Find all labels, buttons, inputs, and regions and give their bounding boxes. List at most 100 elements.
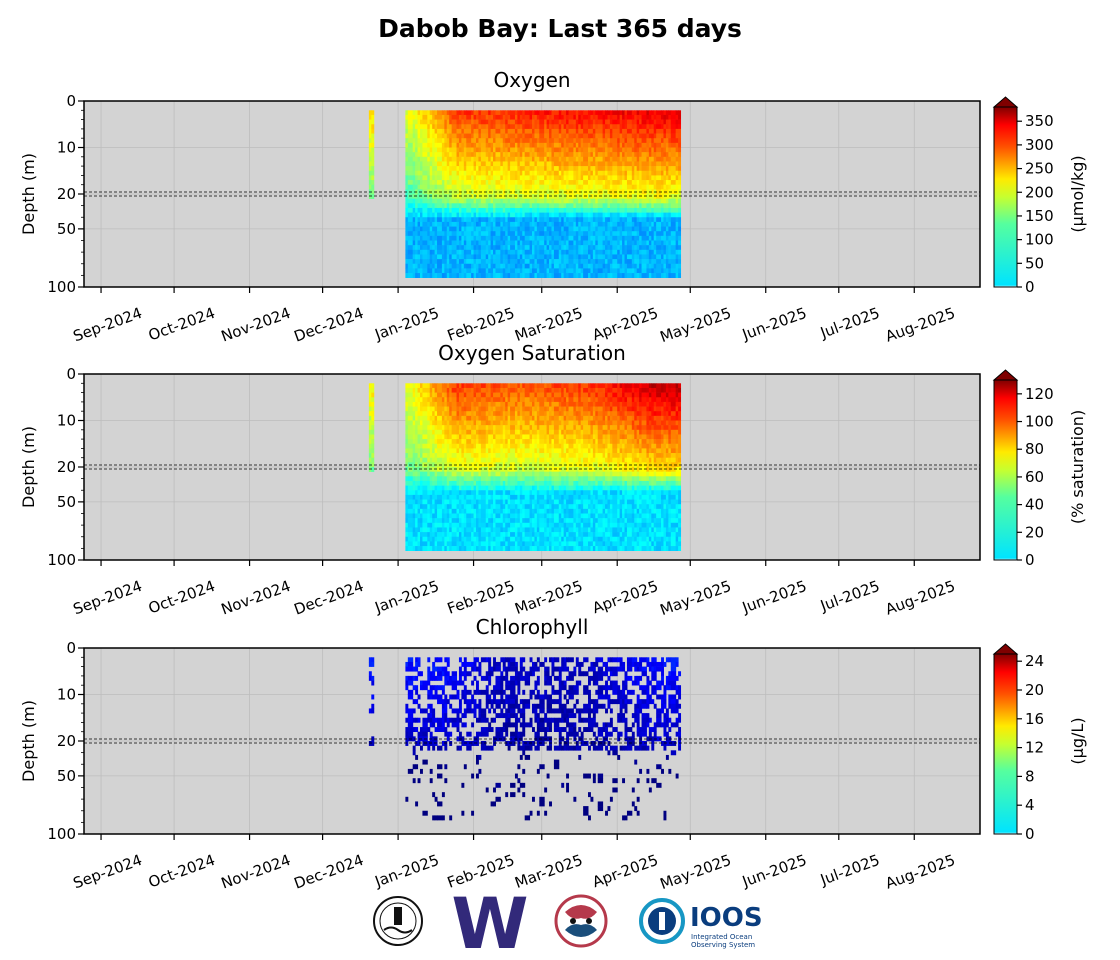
heatmap-cell: [485, 175, 489, 181]
heatmap-cell: [536, 263, 540, 269]
heatmap-cell: [500, 175, 504, 181]
heatmap-cell: [451, 480, 458, 486]
heatmap-cell: [471, 114, 475, 120]
heatmap-cell: [532, 138, 535, 144]
heatmap-cell: [490, 128, 494, 134]
heatmap-cell: [561, 152, 565, 158]
heatmap-cell: [575, 231, 579, 237]
heatmap-cell: [590, 245, 594, 251]
heatmap-cell: [517, 138, 521, 144]
heatmap-cell: [412, 425, 416, 431]
heatmap-cell: [478, 490, 482, 496]
heatmap-cell: [444, 490, 448, 496]
heatmap-cell: [473, 212, 477, 218]
heatmap-cell: [529, 142, 533, 148]
heatmap-cell: [607, 124, 611, 130]
heatmap-cell: [476, 268, 479, 274]
heatmap-cell: [473, 467, 477, 472]
heatmap-cell: [493, 147, 496, 153]
heatmap-cell: [446, 221, 450, 227]
heatmap-cell: [500, 217, 504, 223]
heatmap-cell: [441, 170, 445, 176]
heatmap-cell: [502, 124, 506, 130]
heatmap-cell: [427, 235, 431, 241]
heatmap-cell: [407, 231, 414, 237]
heatmap-cell: [622, 133, 626, 139]
heatmap-cell: [490, 448, 494, 454]
heatmap-cell: [609, 133, 613, 139]
heatmap-cell: [420, 175, 423, 181]
heatmap-cell: [456, 226, 460, 232]
heatmap-cell: [441, 249, 445, 255]
heatmap-cell: [665, 133, 669, 139]
heatmap-cell: [451, 420, 458, 426]
heatmap-cell: [444, 231, 448, 237]
heatmap-cell: [507, 383, 511, 389]
heatmap-cell: [444, 235, 448, 241]
heatmap-cell: [612, 203, 618, 209]
heatmap-cell: [636, 142, 640, 148]
heatmap-cell: [412, 194, 416, 199]
heatmap-cell: [675, 226, 679, 232]
heatmap-cell: [405, 397, 409, 403]
heatmap-cell: [514, 494, 518, 500]
heatmap-cell: [592, 198, 596, 204]
heatmap-cell: [539, 221, 545, 227]
heatmap-cell: [580, 207, 584, 213]
heatmap-cell: [522, 114, 526, 120]
heatmap-cell: [661, 254, 664, 260]
heatmap-cell: [619, 152, 623, 158]
heatmap-cell: [675, 124, 679, 130]
heatmap-cell: [478, 499, 482, 505]
heatmap-cell: [639, 166, 643, 172]
heatmap-cell: [544, 245, 548, 251]
heatmap-cell: [519, 453, 523, 458]
heatmap-cell: [592, 161, 596, 167]
heatmap-cell: [539, 110, 545, 116]
heatmap-cell: [461, 110, 465, 116]
heatmap-cell: [458, 518, 462, 524]
heatmap-cell: [488, 268, 492, 274]
heatmap-cell: [639, 226, 643, 232]
heatmap-cell: [578, 207, 582, 213]
heatmap-cell: [429, 429, 433, 435]
heatmap-cell: [493, 194, 496, 199]
heatmap-cell: [507, 142, 511, 148]
heatmap-cell: [505, 546, 509, 551]
heatmap-cell: [434, 254, 438, 260]
heatmap-cell: [463, 383, 467, 389]
heatmap-cell: [661, 231, 664, 237]
heatmap-cell: [544, 175, 548, 181]
heatmap-cell: [646, 254, 650, 260]
heatmap-cell: [551, 161, 555, 167]
heatmap-cell: [546, 203, 550, 209]
heatmap-cell: [432, 231, 436, 237]
heatmap-cell: [415, 508, 419, 514]
heatmap-cell: [590, 235, 594, 241]
heatmap-cell: [519, 249, 523, 255]
heatmap-cell: [456, 397, 460, 403]
heatmap-cell: [434, 522, 438, 528]
heatmap-cell: [636, 212, 640, 218]
heatmap-cell: [441, 119, 445, 125]
heatmap-cell: [646, 128, 650, 134]
heatmap-cell: [624, 161, 628, 167]
heatmap-cell: [463, 128, 467, 134]
heatmap-cell: [607, 273, 611, 278]
heatmap-cell: [488, 490, 492, 496]
heatmap-cell: [563, 245, 567, 251]
heatmap-cell: [434, 467, 438, 472]
heatmap-cell: [592, 166, 596, 172]
heatmap-cell: [524, 147, 531, 153]
heatmap-cell: [551, 235, 555, 241]
heatmap-cell: [549, 198, 552, 204]
heatmap-cell: [653, 124, 657, 130]
heatmap-cell: [663, 170, 667, 176]
heatmap-cell: [420, 439, 423, 445]
heatmap-cell: [446, 138, 450, 144]
heatmap-cell: [626, 170, 633, 176]
heatmap-cell: [636, 194, 640, 199]
heatmap-cell: [602, 226, 606, 232]
heatmap-cell: [631, 110, 635, 116]
heatmap-cell: [622, 249, 626, 255]
